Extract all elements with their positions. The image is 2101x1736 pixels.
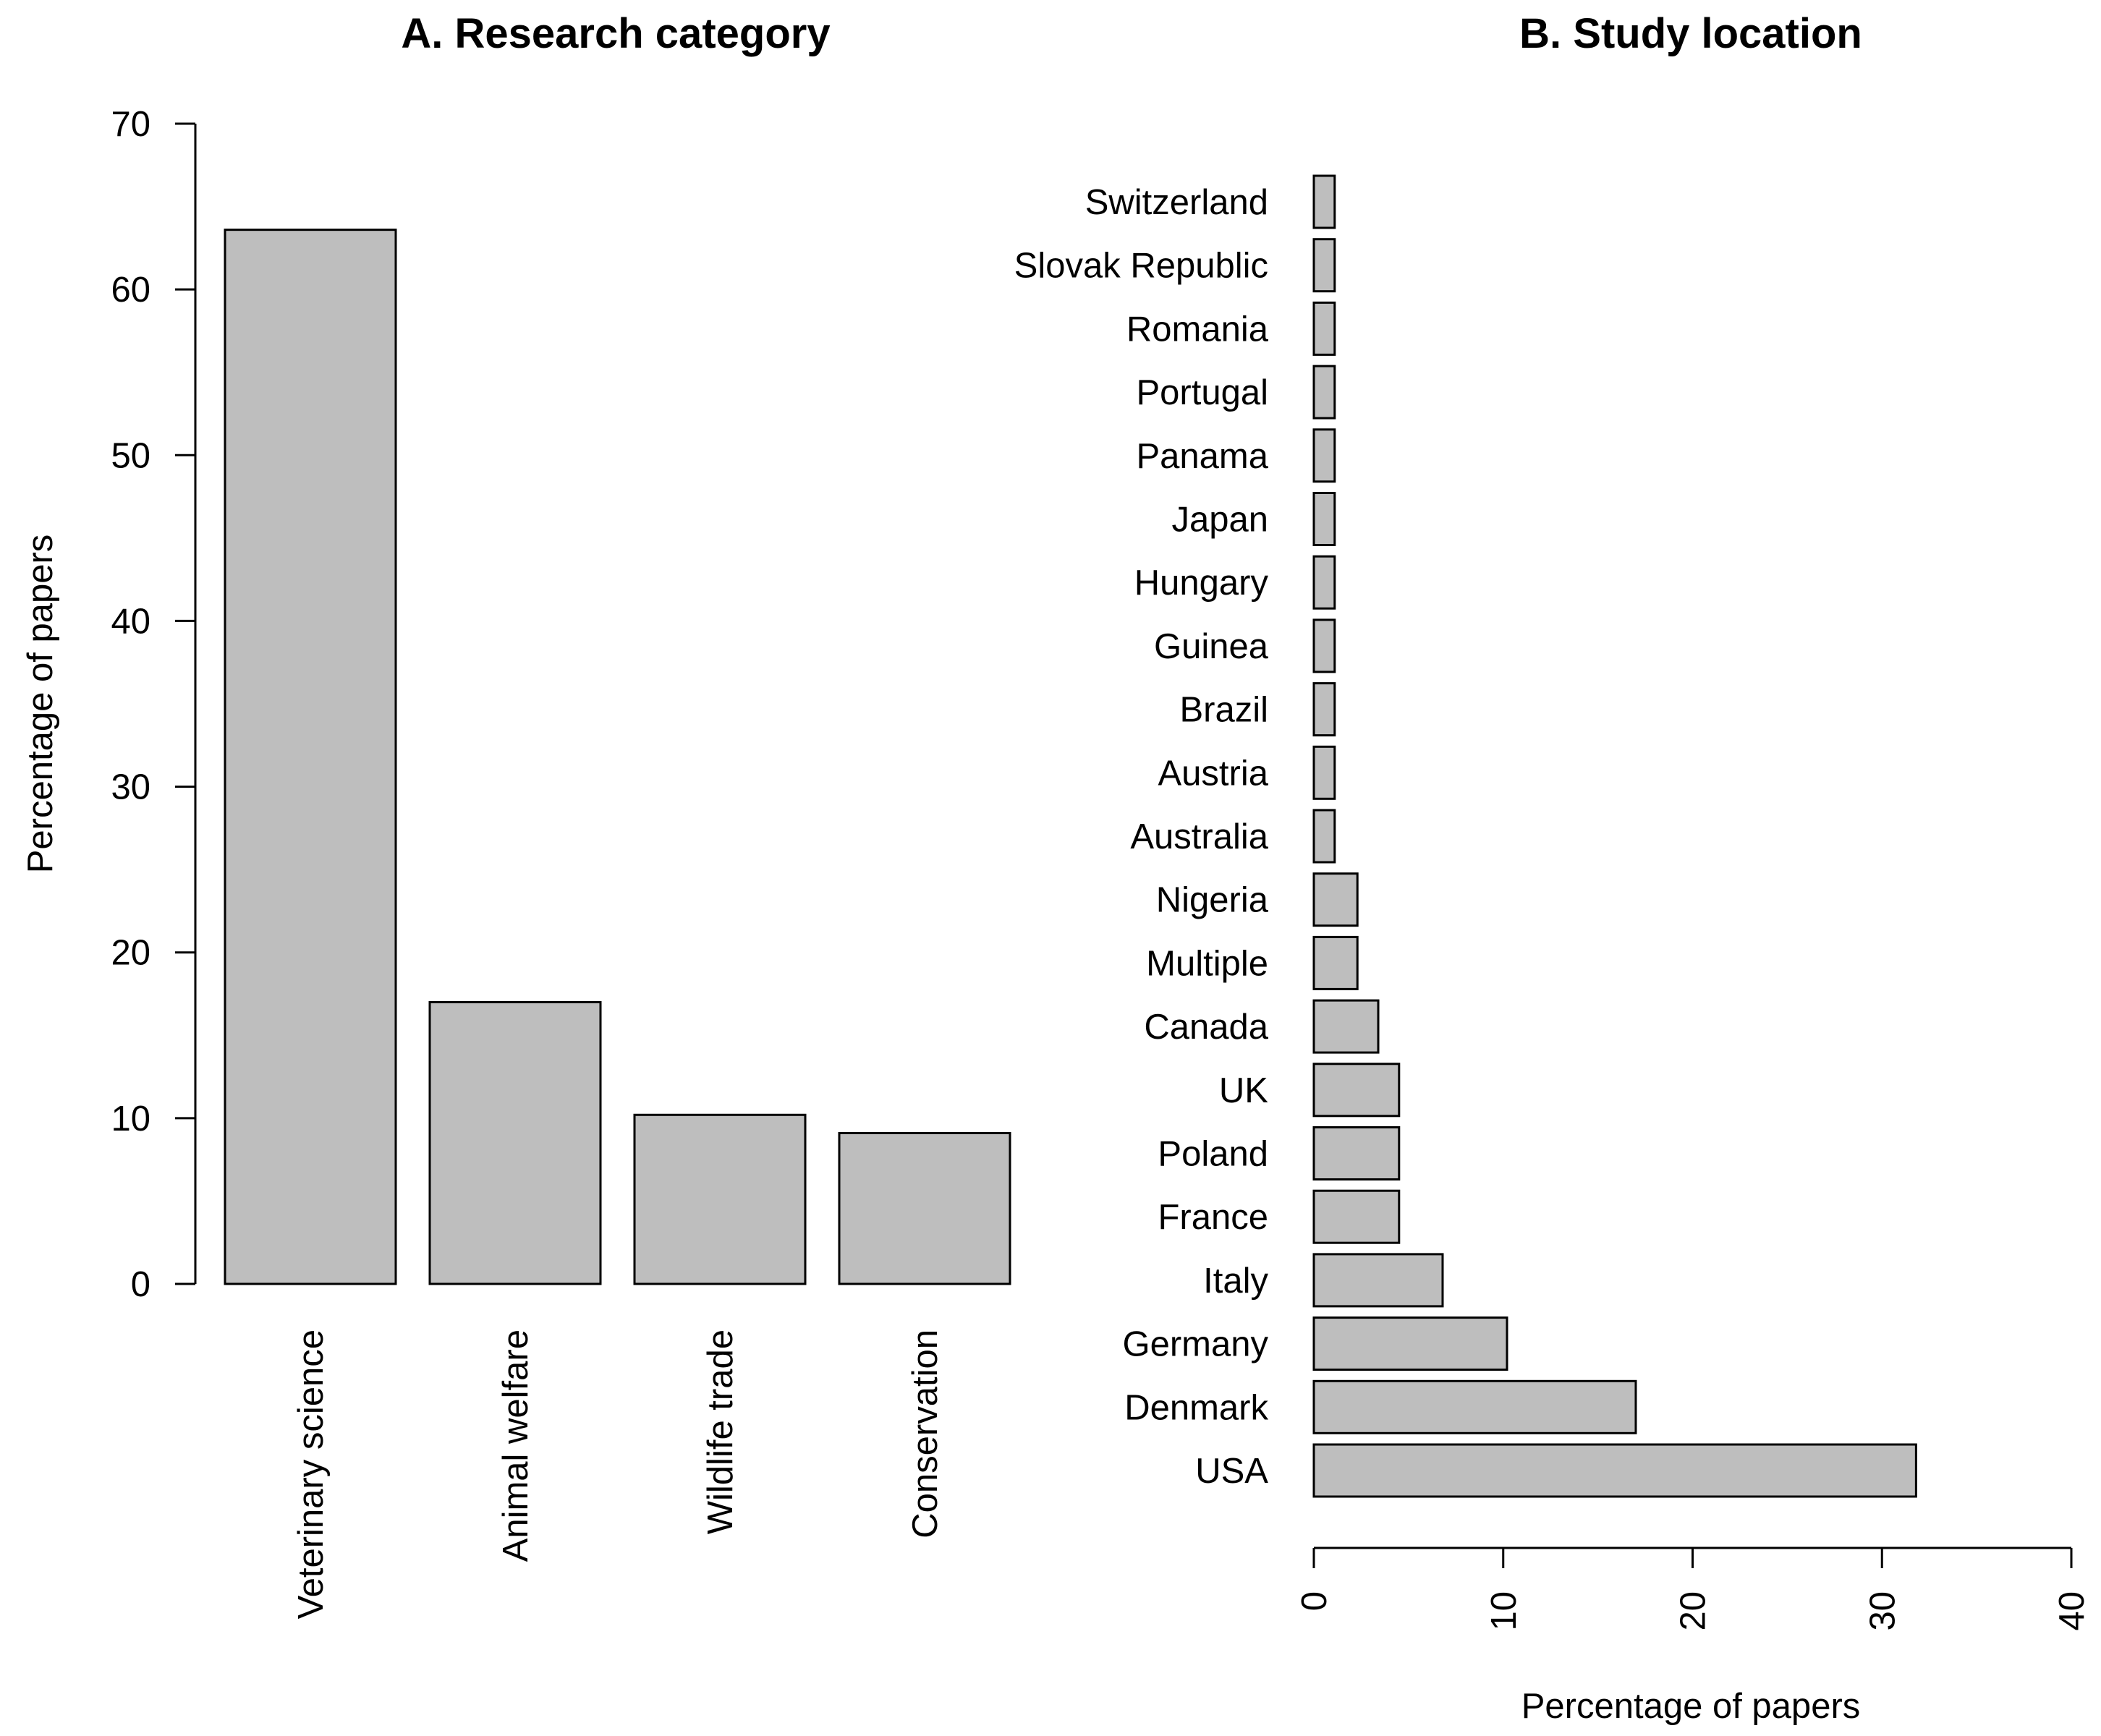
chart-b-bar — [1312, 238, 1336, 293]
chart-b-bar — [1312, 492, 1336, 546]
chart-b-bar — [1312, 1126, 1401, 1180]
chart-b-bars — [1312, 174, 1917, 1498]
chart-b-bar — [1312, 682, 1336, 737]
chart-a-x-tick-label: Wildlife trade — [701, 1329, 740, 1534]
chart-a-y-tick-label: 40 — [111, 602, 150, 641]
chart-a-x-tick-label: Conservation — [906, 1329, 945, 1539]
chart-a-y-ticks: 0 10 20 30 40 50 60 70 — [111, 105, 195, 1304]
chart-b-y-tick-label: Guinea — [1154, 627, 1269, 666]
chart-b-y-tick-label: Austria — [1158, 754, 1268, 793]
chart-b-bar — [1312, 555, 1336, 610]
chart-b-y-tick-label: Australia — [1130, 817, 1268, 856]
chart-b-bar — [1312, 174, 1336, 229]
chart-a-y-tick-label: 70 — [111, 105, 150, 144]
chart-a-y-tick-label: 30 — [111, 768, 150, 807]
chart-b-x-tick-label: 30 — [1863, 1591, 1902, 1631]
chart-b-bar — [1312, 1189, 1401, 1244]
chart-b-y-tick-label: Multiple — [1146, 944, 1268, 983]
chart-b-bar — [1312, 999, 1380, 1054]
chart-b-x-tick-label: 40 — [2053, 1591, 2092, 1631]
chart-b-bar — [1312, 872, 1359, 927]
chart-b-title: B. Study location — [1519, 10, 1862, 57]
chart-a-ylabel: Percentage of papers — [21, 535, 60, 874]
chart-a-x-tick-labels: Veterinary science Animal welfare Wildlife… — [292, 1329, 945, 1619]
chart-a-y-tick-label: 60 — [111, 271, 150, 310]
chart-b-y-tick-label: Italy — [1203, 1261, 1268, 1301]
chart-b-y-tick-label: Romania — [1126, 310, 1269, 349]
chart-a-y-tick-label: 50 — [111, 436, 150, 475]
chart-b-x-ticks: 0 10 20 30 40 — [1295, 1548, 2092, 1631]
panel-study-location: B. Study location Percentage of papers 0… — [1014, 10, 2092, 1726]
chart-b-y-tick-label: Poland — [1158, 1135, 1268, 1174]
chart-b-bar — [1312, 301, 1336, 356]
panel-research-category: A. Research category Percentage of paper… — [21, 10, 1011, 1619]
chart-b-x-tick-label: 0 — [1295, 1591, 1334, 1611]
chart-b-y-tick-label: Canada — [1144, 1008, 1268, 1047]
chart-b-bar — [1312, 935, 1359, 990]
chart-b-x-tick-label: 20 — [1674, 1591, 1713, 1631]
chart-b-xlabel: Percentage of papers — [1521, 1687, 1861, 1726]
chart-b-y-tick-label: Denmark — [1124, 1388, 1268, 1427]
chart-b-y-tick-label: Slovak Republic — [1014, 247, 1268, 286]
chart-b-y-tick-label: USA — [1195, 1452, 1268, 1491]
chart-a-y-tick-label: 10 — [111, 1099, 150, 1139]
chart-a-title: A. Research category — [401, 10, 830, 57]
chart-b-bar — [1312, 745, 1336, 800]
chart-b-bar — [1312, 1443, 1917, 1498]
chart-b-y-tick-label: France — [1158, 1198, 1268, 1237]
chart-a-bar — [224, 229, 397, 1285]
chart-b-y-tick-label: Portugal — [1136, 373, 1268, 412]
chart-b-x-tick-label: 10 — [1485, 1591, 1524, 1631]
chart-b-y-tick-label: Japan — [1171, 501, 1268, 540]
chart-b-y-tick-label: UK — [1219, 1071, 1268, 1110]
chart-b-bar — [1312, 1253, 1444, 1308]
chart-a-y-tick-label: 0 — [131, 1265, 150, 1304]
chart-a-x-tick-label: Animal welfare — [496, 1329, 535, 1562]
chart-a-y-tick-label: 20 — [111, 934, 150, 973]
chart-a-x-tick-label: Veterinary science — [292, 1329, 331, 1619]
chart-b-bar — [1312, 1379, 1637, 1434]
chart-b-y-tick-labels: USA Denmark Germany Italy France Poland UK Cana… — [1014, 183, 1269, 1491]
chart-b-bar — [1312, 365, 1336, 420]
chart-b-y-tick-label: Panama — [1136, 437, 1268, 476]
chart-a-bar — [428, 1000, 602, 1285]
chart-b-y-tick-label: Brazil — [1179, 691, 1268, 730]
chart-b-bar — [1312, 1316, 1508, 1371]
chart-b-y-tick-label: Hungary — [1134, 563, 1269, 603]
chart-b-bar — [1312, 809, 1336, 864]
chart-a-bar — [838, 1131, 1011, 1285]
chart-a-bars — [224, 229, 1011, 1285]
chart-b-bar — [1312, 618, 1336, 673]
chart-b-y-tick-label: Germany — [1122, 1325, 1268, 1364]
chart-b-y-tick-label: Switzerland — [1085, 183, 1268, 222]
chart-a-bar — [633, 1113, 807, 1285]
chart-b-bar — [1312, 428, 1336, 483]
chart-b-bar — [1312, 1063, 1401, 1118]
chart-b-y-tick-label: Nigeria — [1156, 881, 1269, 920]
